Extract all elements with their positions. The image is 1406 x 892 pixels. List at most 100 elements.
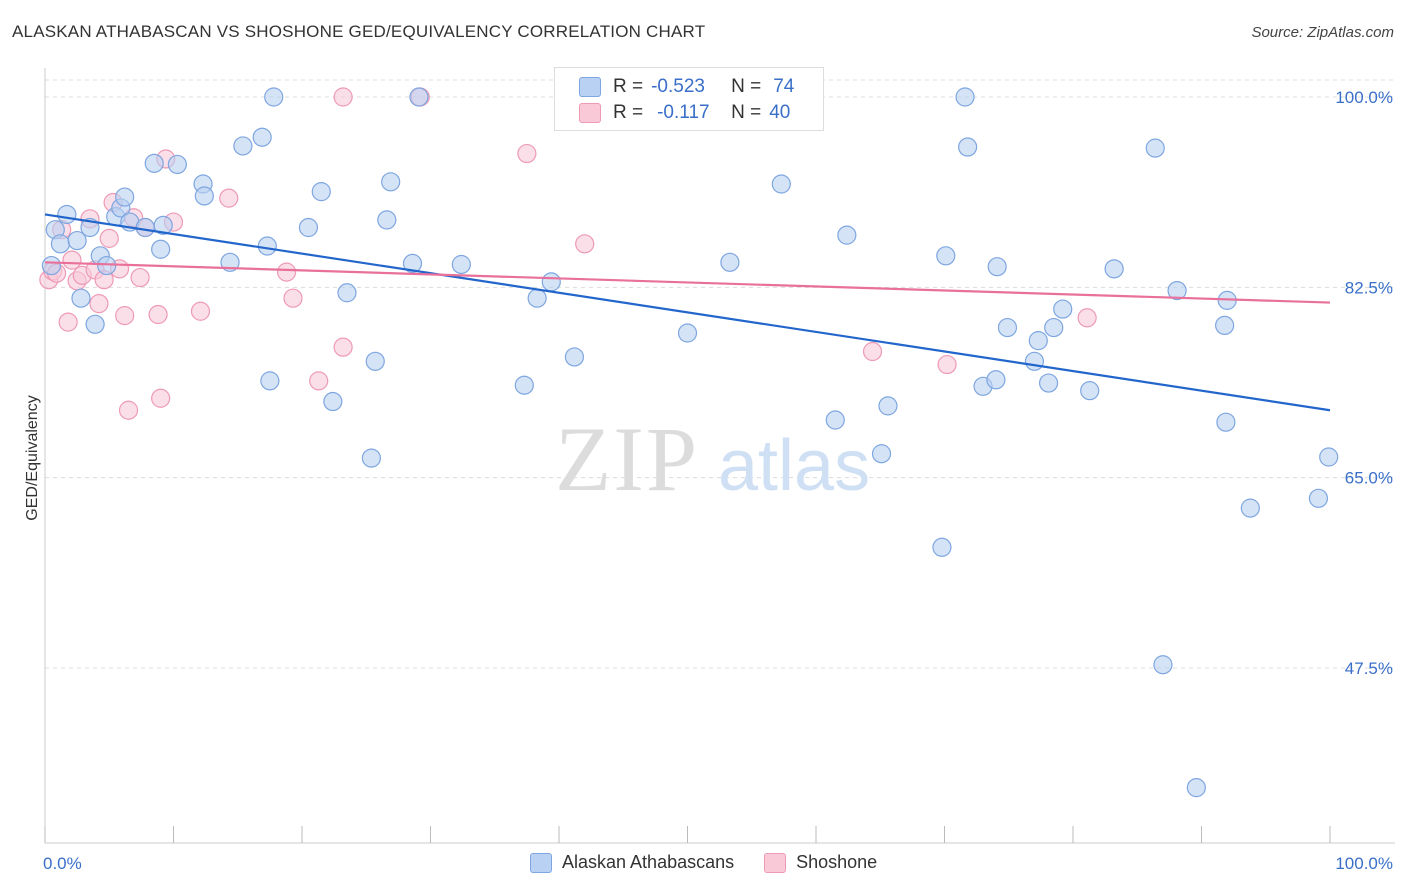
series-legend: Alaskan Athabascans Shoshone (530, 852, 907, 873)
athabascan-point (311, 182, 331, 202)
chart-title: ALASKAN ATHABASCAN VS SHOSHONE GED/EQUIV… (12, 22, 706, 41)
stats-row-athabascan: R = -0.523 N = 74 (579, 74, 794, 100)
athabascan-point (67, 230, 87, 251)
trend-lines (44, 213, 1331, 412)
athabascan-point (932, 537, 952, 557)
athabascan-point (986, 370, 1006, 390)
athabascan-point (527, 288, 547, 308)
athabascan-point (1215, 315, 1235, 335)
n-value: 40 (769, 102, 791, 123)
tick-labels: 47.5% 65.0% 82.5% 100.0% 0.0% 100.0% (43, 88, 1393, 873)
r-value: -0.523 (651, 76, 705, 97)
athabascan-point (541, 272, 561, 292)
athabascan-point (514, 375, 534, 395)
athabascan-point (997, 317, 1018, 338)
athabascan-point (194, 186, 214, 206)
shoshone-point (333, 87, 353, 107)
stats-legend: R = -0.523 N = 74 R = -0.117 N = 40 (554, 67, 824, 131)
watermark-atlas: atlas (718, 426, 870, 506)
shoshone-point (333, 337, 353, 357)
athabascan-point (153, 215, 173, 235)
athabascan-point (409, 87, 429, 107)
athabascan-point (41, 255, 62, 276)
athabascan-point (1028, 331, 1048, 351)
shoshone-point (62, 250, 82, 270)
athabascan-point (257, 236, 277, 256)
athabascan-point (955, 87, 975, 107)
athabascan-point (1024, 351, 1045, 371)
athabascan-point (837, 225, 857, 245)
y-tick-label: 65.0% (1345, 469, 1393, 488)
legend-label: Shoshone (796, 852, 878, 872)
athabascan-point (1044, 317, 1064, 338)
shoshone-point (89, 294, 109, 314)
athabascan-point (936, 246, 956, 266)
athabascan-swatch (579, 77, 601, 97)
n-label: N = (731, 76, 762, 97)
shoshone-point (276, 262, 297, 282)
shoshone-point (219, 188, 239, 208)
athabascan-point (1186, 778, 1206, 798)
athabascan-point (381, 172, 401, 192)
athabascan-point (1153, 655, 1173, 675)
shoshone-point (58, 312, 78, 332)
athabascan-point (1104, 259, 1124, 279)
athabascan-point (958, 137, 978, 157)
athabascan-point (677, 323, 698, 343)
athabascan-point (878, 396, 898, 416)
shoshone-point (283, 288, 303, 308)
shoshone-point (99, 228, 119, 248)
athabascan-point (220, 252, 240, 272)
watermark-zip: ZIP (555, 408, 699, 510)
athabascan-point (151, 239, 171, 259)
athabascan-point (115, 187, 135, 207)
legend-item-athabascan: Alaskan Athabascans (530, 852, 734, 873)
shoshone-point (862, 341, 883, 362)
shoshone-point (1077, 308, 1097, 328)
shoshone-trend-line (44, 261, 1331, 304)
athabascan-point (365, 351, 385, 371)
r-label: R = (613, 76, 644, 97)
athabascan-point (825, 410, 845, 430)
athabascan-point (361, 448, 381, 468)
athabascan-point (1167, 280, 1187, 301)
grid (45, 79, 1395, 669)
y-axis-title: GED/Equivalency (24, 395, 41, 520)
legend-item-shoshone: Shoshone (764, 852, 877, 873)
r-label: R = (613, 102, 644, 123)
chart-source: Source: ZipAtlas.com (1251, 24, 1394, 41)
shoshone-point (937, 354, 957, 375)
n-label: N = (731, 102, 762, 123)
athabascan-point (720, 252, 740, 272)
y-tick-label: 100.0% (1335, 88, 1393, 107)
r-value: -0.117 (657, 102, 710, 123)
athabascan-point (57, 204, 77, 225)
shoshone-point (118, 400, 139, 420)
athabascan-point (260, 371, 280, 391)
athabascan-point (402, 253, 423, 274)
x-tick-label: 0.0% (43, 854, 82, 873)
athabascan-point (1145, 138, 1165, 158)
athabascan-point (1308, 488, 1329, 508)
athabascan-point (252, 127, 272, 147)
athabascan-point (71, 288, 91, 308)
athabascan-point (871, 444, 892, 464)
athabascan-point (1080, 381, 1100, 401)
shoshone-point (309, 371, 329, 391)
athabascan-point (451, 254, 471, 275)
shoshone-point (151, 388, 171, 408)
athabascan-point (337, 283, 357, 303)
athabascan-point (323, 391, 343, 412)
y-tick-label: 47.5% (1345, 659, 1393, 678)
x-tick-label: 100.0% (1335, 854, 1393, 873)
shoshone-swatch (764, 852, 787, 873)
athabascan-point (135, 217, 155, 238)
shoshone-point (517, 143, 537, 164)
legend-label: Alaskan Athabascans (562, 852, 735, 872)
athabascan-trend-line (44, 213, 1331, 412)
athabascan-swatch (530, 852, 552, 873)
shoshone-point (130, 267, 150, 288)
n-value: 74 (773, 76, 795, 97)
y-tick-label: 82.5% (1345, 278, 1393, 297)
